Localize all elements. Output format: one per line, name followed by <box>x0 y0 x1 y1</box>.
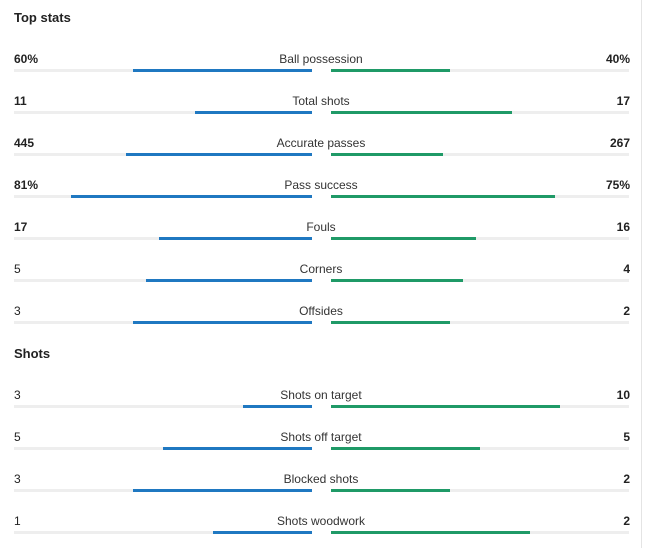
stat-label: Fouls <box>306 220 336 234</box>
away-bar <box>331 279 463 282</box>
away-value: 17 <box>616 94 630 108</box>
stat-row: 3 Shots on target 10 <box>0 388 640 430</box>
away-value: 16 <box>616 220 630 234</box>
home-value: 3 <box>14 304 21 318</box>
home-bar <box>126 153 312 156</box>
away-bar-track <box>331 447 629 450</box>
home-value: 5 <box>14 430 21 444</box>
home-bar <box>195 111 312 114</box>
home-bar <box>243 405 312 408</box>
stat-row: 3 Offsides 2 <box>0 304 640 346</box>
stat-row: 5 Shots off target 5 <box>0 430 640 472</box>
stat-row: 81% Pass success 75% <box>0 178 640 220</box>
home-bar <box>71 195 312 198</box>
away-value: 267 <box>609 136 630 150</box>
home-bar <box>133 69 312 72</box>
section-title: Shots <box>14 346 51 361</box>
home-value: 5 <box>14 262 21 276</box>
away-value: 2 <box>623 304 630 318</box>
away-value: 2 <box>623 472 630 486</box>
away-bar-track <box>331 153 629 156</box>
home-value: 3 <box>14 388 21 402</box>
away-bar <box>331 195 555 198</box>
away-bar-track <box>331 69 629 72</box>
stat-row: 17 Fouls 16 <box>0 220 640 262</box>
home-bar-track <box>14 111 312 114</box>
stat-label: Shots woodwork <box>276 514 366 528</box>
home-value: 17 <box>14 220 28 234</box>
stat-label: Blocked shots <box>283 472 359 486</box>
away-value: 75% <box>605 178 630 192</box>
home-bar <box>159 237 312 240</box>
home-bar <box>133 321 312 324</box>
away-bar <box>331 237 476 240</box>
home-value: 11 <box>14 94 27 108</box>
stat-label: Accurate passes <box>276 136 366 150</box>
away-bar <box>331 447 480 450</box>
home-bar <box>213 531 312 534</box>
stat-row: 11 Total shots 17 <box>0 94 640 136</box>
stat-label: Shots on target <box>280 388 362 402</box>
stat-row: 60% Ball possession 40% <box>0 52 640 94</box>
stat-row: 1 Shots woodwork 2 <box>0 514 640 556</box>
away-bar-track <box>331 237 629 240</box>
away-value: 4 <box>623 262 630 276</box>
away-bar <box>331 321 450 324</box>
stat-row: 5 Corners 4 <box>0 262 640 304</box>
home-bar-track <box>14 531 312 534</box>
away-bar-track <box>331 489 629 492</box>
home-bar <box>133 489 312 492</box>
stat-row: 3 Blocked shots 2 <box>0 472 640 514</box>
away-bar-track <box>331 321 629 324</box>
stat-label: Shots off target <box>280 430 362 444</box>
home-value: 1 <box>14 514 21 528</box>
stat-label: Offsides <box>299 304 343 318</box>
home-value: 81% <box>14 178 39 192</box>
stat-label: Total shots <box>292 94 350 108</box>
home-bar <box>163 447 312 450</box>
home-bar <box>146 279 312 282</box>
panel-divider <box>641 0 642 548</box>
away-bar <box>331 489 450 492</box>
stat-label: Corners <box>299 262 343 276</box>
home-value: 445 <box>14 136 35 150</box>
home-value: 60% <box>14 52 39 66</box>
section-title: Top stats <box>14 10 71 25</box>
away-bar <box>331 153 443 156</box>
away-bar-track <box>331 279 629 282</box>
away-value: 5 <box>623 430 630 444</box>
away-value: 40% <box>605 52 630 66</box>
away-bar <box>331 405 560 408</box>
stat-label: Ball possession <box>279 52 363 66</box>
away-bar <box>331 111 512 114</box>
away-value: 10 <box>616 388 630 402</box>
stat-label: Pass success <box>284 178 358 192</box>
home-value: 3 <box>14 472 21 486</box>
away-bar <box>331 69 450 72</box>
away-bar <box>331 531 530 534</box>
stat-row: 445 Accurate passes 267 <box>0 136 640 178</box>
away-value: 2 <box>623 514 630 528</box>
home-bar-track <box>14 405 312 408</box>
